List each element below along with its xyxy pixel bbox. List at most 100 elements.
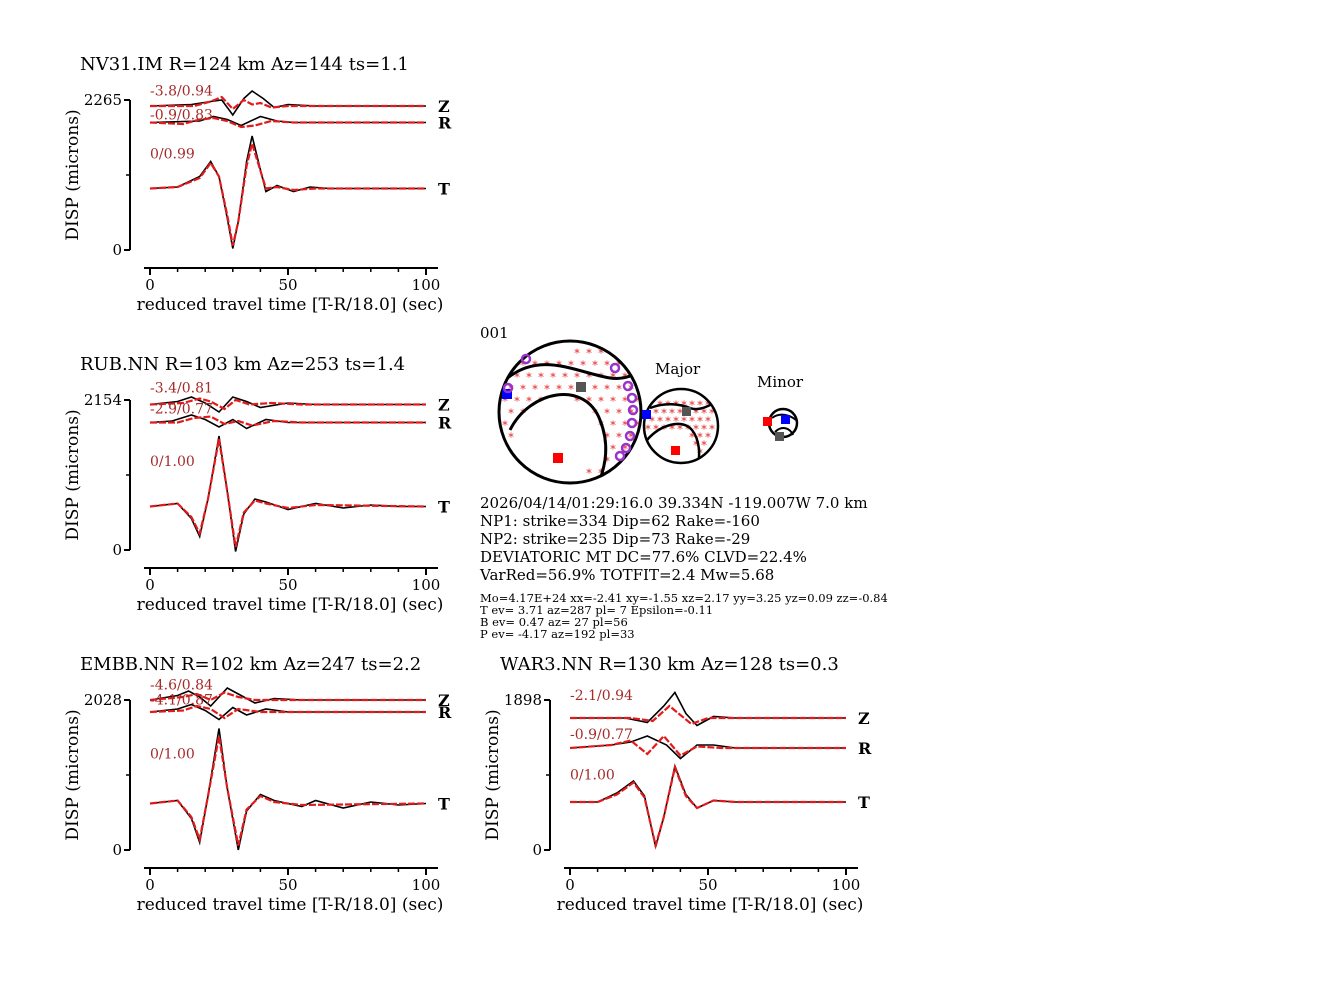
y-tick-label: 0 xyxy=(112,541,122,559)
compression-star: * xyxy=(586,395,592,408)
component-label: Z xyxy=(438,396,450,415)
t-eigen-line: T ev= 3.71 az=287 pl= 7 Epsilon=-0.11 xyxy=(480,603,713,617)
compression-star: * xyxy=(592,407,598,420)
compression-star: * xyxy=(520,383,526,396)
major-t-marker xyxy=(642,410,651,419)
y-tick-label: 0 xyxy=(112,241,122,259)
station-marker xyxy=(626,417,638,429)
fit-label: -0.9/0.77 xyxy=(570,727,633,743)
station-marker xyxy=(627,404,639,416)
synthetic-trace-R xyxy=(149,116,426,129)
station-markers xyxy=(502,353,639,462)
minor-beachball xyxy=(763,407,799,441)
major-label: Major xyxy=(655,360,701,378)
x-tick-label: 0 xyxy=(145,876,155,894)
compression-star: * xyxy=(604,431,610,444)
minor-nodal-1 xyxy=(771,413,797,421)
fit-label: -2.9/0.77 xyxy=(150,402,213,418)
fit-label: 0/1.00 xyxy=(150,747,195,763)
component-label: T xyxy=(438,180,450,199)
compression-star: * xyxy=(610,395,616,408)
compression-star: * xyxy=(622,419,628,432)
compression-star: * xyxy=(562,371,568,384)
component-label: R xyxy=(438,703,452,722)
x-tick-label: 0 xyxy=(145,576,155,594)
compression-star: * xyxy=(689,431,695,444)
compression-star: * xyxy=(645,423,651,436)
compression-star: * xyxy=(673,415,679,428)
compression-star: * xyxy=(556,383,562,396)
compression-star: * xyxy=(616,407,622,420)
x-tick-label: 0 xyxy=(145,276,155,294)
compression-star: * xyxy=(653,423,659,436)
x-tick-label: 50 xyxy=(698,876,717,894)
x-tick-label: 0 xyxy=(565,876,575,894)
major-outline xyxy=(642,387,720,465)
component-label: Z xyxy=(858,709,870,728)
fit-label: -4.6/0.84 xyxy=(150,678,213,694)
compression-star: * xyxy=(616,383,622,396)
compression-star: * xyxy=(665,399,671,412)
compression-star: * xyxy=(508,431,514,444)
compression-star: * xyxy=(705,431,711,444)
moment-line: Mo=4.17E+24 xx=-2.41 xy=-1.55 xz=2.17 yy… xyxy=(480,591,888,605)
compression-star: * xyxy=(604,407,610,420)
compression-star: * xyxy=(681,415,687,428)
compression-star: * xyxy=(586,347,592,360)
station-marker xyxy=(609,362,621,374)
component-label: R xyxy=(858,739,872,758)
compression-star: * xyxy=(526,395,532,408)
y-axis-label: DISP (microns) xyxy=(483,709,503,840)
compression-star: * xyxy=(697,431,703,444)
x-tick-label: 50 xyxy=(278,576,297,594)
compression-star: * xyxy=(568,383,574,396)
y-axis-label: DISP (microns) xyxy=(63,409,83,540)
fit-label: 0/0.99 xyxy=(150,147,195,163)
compression-star: * xyxy=(701,423,707,436)
np2-line: NP2: strike=235 Dip=73 Rake=-29 xyxy=(480,530,750,548)
compression-star: * xyxy=(693,423,699,436)
observed-trace-R xyxy=(149,703,426,721)
station-marker xyxy=(502,382,514,394)
compression-star: * xyxy=(622,443,628,456)
b-axis-marker xyxy=(576,382,586,392)
compression-star: * xyxy=(661,423,667,436)
y-axis-label: DISP (microns) xyxy=(63,709,83,840)
compression-star: * xyxy=(649,415,655,428)
x-tick-label: 100 xyxy=(412,876,441,894)
compression-star: * xyxy=(705,415,711,428)
fit-label: 0/1.00 xyxy=(150,454,195,470)
compression-star: * xyxy=(514,395,520,408)
synthetic-trace-T xyxy=(570,763,846,850)
minor-label: Minor xyxy=(757,373,804,391)
compression-star: * xyxy=(514,371,520,384)
station-marker xyxy=(622,380,634,392)
station-marker xyxy=(624,430,636,442)
compression-star: * xyxy=(580,359,586,372)
y-tick-label: 0 xyxy=(532,841,542,859)
minor-b-marker xyxy=(775,432,784,441)
compression-star: * xyxy=(693,407,699,420)
component-label: T xyxy=(438,795,450,814)
compression-star: * xyxy=(604,383,610,396)
waveform-panel: RUB.NN R=103 km Az=253 ts=1.4 DISP (micro… xyxy=(63,354,452,615)
component-label: R xyxy=(438,114,452,133)
compression-star: * xyxy=(520,359,526,372)
synthetic-trace-Z xyxy=(150,95,426,111)
compression-star: * xyxy=(616,431,622,444)
compression-star: * xyxy=(586,467,592,480)
minor-nodal-2 xyxy=(774,427,794,436)
compression-star: * xyxy=(508,407,514,420)
compression-star: * xyxy=(661,407,667,420)
observed-trace-T xyxy=(149,435,426,552)
t-axis-marker xyxy=(502,389,512,399)
major-beachball: ************************************** xyxy=(642,387,720,465)
component-label: T xyxy=(438,498,450,517)
compression-star: * xyxy=(709,423,715,436)
compression-star: * xyxy=(665,415,671,428)
synthetic-trace-T xyxy=(149,735,427,846)
x-tick-label: 100 xyxy=(412,276,441,294)
x-axis-label: reduced travel time [T-R/18.0] (sec) xyxy=(137,295,444,315)
synthetic-trace-R xyxy=(149,704,426,720)
